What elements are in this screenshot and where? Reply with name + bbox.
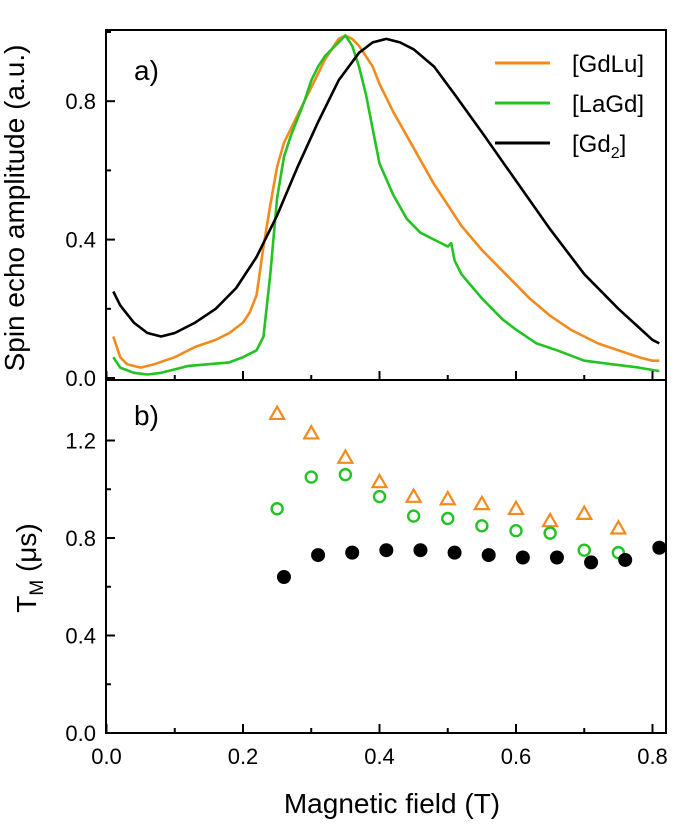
point-gdlu-0 [268, 404, 287, 421]
point-gd2-10 [618, 552, 633, 567]
point-lagd-7 [509, 523, 523, 538]
y-axis-title-a: Spin echo amplitude (a.u.) [0, 45, 30, 372]
point-gd2-5 [447, 545, 462, 560]
point-lagd-9 [577, 543, 591, 557]
legend-label-gd2-main: [Gd [572, 131, 611, 158]
panel-a-label: a) [134, 55, 159, 86]
point-gdlu-3 [370, 472, 389, 489]
point-gd2-8 [549, 550, 564, 565]
point-gdlu-6 [472, 494, 491, 511]
legend-label-gd2: [Gd2] [572, 131, 626, 162]
series-line-gd2 [112, 37, 660, 345]
axis-ticks [105, 31, 654, 734]
point-gd2-11 [652, 540, 667, 555]
y-axis-title-b-sub: M [27, 580, 48, 596]
x-tick-label-0: 0.0 [91, 744, 122, 769]
panel-b-series [268, 404, 667, 584]
x-tick-label-1: 0.2 [228, 744, 259, 769]
point-gd2-0 [276, 570, 291, 584]
point-gdlu-10 [609, 519, 628, 535]
legend-label-gd2-sub: 2 [611, 145, 620, 162]
point-lagd-8 [543, 526, 557, 540]
point-lagd-5 [441, 511, 455, 526]
point-lagd-1 [304, 470, 318, 484]
y-tick-label-a-0: 0.0 [65, 366, 96, 391]
point-lagd-2 [338, 467, 353, 482]
y-tick-label-b-0: 0.0 [65, 721, 96, 746]
tick-labels: 0.0 0.2 0.4 0.6 0.8 0.0 0.4 0.8 0.0 0.4 0.8 1.2 [65, 89, 667, 769]
panel-a-frame [105, 29, 667, 381]
y-tick-label-b-2: 0.8 [65, 526, 96, 551]
point-lagd-6 [475, 519, 489, 533]
y-tick-label-b-1: 0.4 [65, 624, 96, 649]
panel-a-series [112, 34, 660, 376]
series-line-lagd [112, 34, 660, 376]
point-gd2-1 [311, 548, 326, 563]
point-gd2-9 [584, 555, 599, 570]
y-axis-title-b-main: T [11, 596, 42, 613]
y-axis-title-b: TM (μs) [11, 523, 48, 613]
point-gd2-3 [379, 543, 394, 558]
legend-label-gd2-end: ] [620, 131, 627, 158]
y-tick-label-b-3: 1.2 [65, 429, 96, 454]
point-gdlu-5 [438, 489, 457, 506]
point-gdlu-1 [302, 423, 321, 440]
point-gd2-6 [481, 548, 496, 563]
point-lagd-10 [611, 545, 626, 560]
y-tick-label-a-1: 0.4 [65, 228, 96, 253]
x-tick-label-2: 0.4 [364, 744, 395, 769]
point-gdlu-8 [541, 511, 560, 528]
point-gd2-2 [345, 545, 360, 560]
point-gdlu-2 [336, 448, 355, 464]
panel-b-label: b) [134, 400, 159, 431]
point-gdlu-7 [507, 499, 525, 516]
x-tick-label-4: 0.8 [637, 744, 668, 769]
legend-label-gdlu: [GdLu] [572, 51, 644, 78]
point-lagd-4 [406, 509, 421, 523]
legend: [GdLu] [LaGd] [Gd2] [495, 51, 644, 162]
point-gd2-4 [413, 543, 428, 558]
point-lagd-3 [372, 489, 387, 504]
legend-label-lagd: [LaGd] [572, 91, 644, 118]
y-axis-title-b-units: (μs) [11, 523, 42, 580]
x-tick-label-3: 0.6 [501, 744, 532, 769]
y-tick-label-a-2: 0.8 [65, 89, 96, 114]
point-gdlu-9 [575, 504, 594, 520]
point-lagd-0 [270, 502, 284, 516]
point-gd2-7 [515, 550, 530, 565]
point-gdlu-4 [404, 487, 423, 503]
series-line-gdlu [112, 34, 660, 369]
x-axis-title: Magnetic field (T) [284, 788, 500, 819]
panel-b-frame [105, 379, 667, 734]
